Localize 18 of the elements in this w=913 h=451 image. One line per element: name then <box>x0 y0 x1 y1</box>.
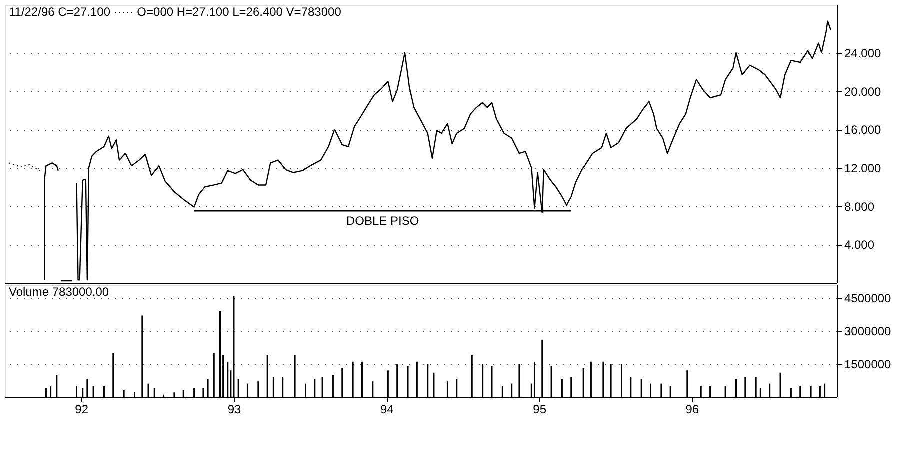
y-tick-label: 4.000 <box>844 238 875 252</box>
y-tick-label: 1500000 <box>844 358 892 372</box>
y-tick-label: 24.000 <box>844 46 882 60</box>
y-tick-label: 16.000 <box>844 123 882 138</box>
y-tick-label: 3000000 <box>844 324 892 339</box>
x-tick-label: 94 <box>380 402 394 416</box>
y-tick-label: 20.000 <box>844 84 882 99</box>
line-series <box>8 162 41 172</box>
y-tick-label: 4500000 <box>844 292 892 306</box>
y-tick-label: 12.000 <box>844 161 882 176</box>
chart-title: 11/22/96 C=27.100 ····· O=000 H=27.100 L=26.400 V=783000 <box>9 5 342 19</box>
x-tick-label: 96 <box>686 402 700 416</box>
x-tick-label: 92 <box>75 402 89 416</box>
y-tick-label: 8.000 <box>844 200 875 214</box>
series-label: DOBLE PISO <box>346 214 420 228</box>
x-tick-label: 95 <box>533 402 547 416</box>
chart-title: Volume 783000.00 <box>9 285 110 299</box>
x-tick-label: 93 <box>228 402 242 416</box>
